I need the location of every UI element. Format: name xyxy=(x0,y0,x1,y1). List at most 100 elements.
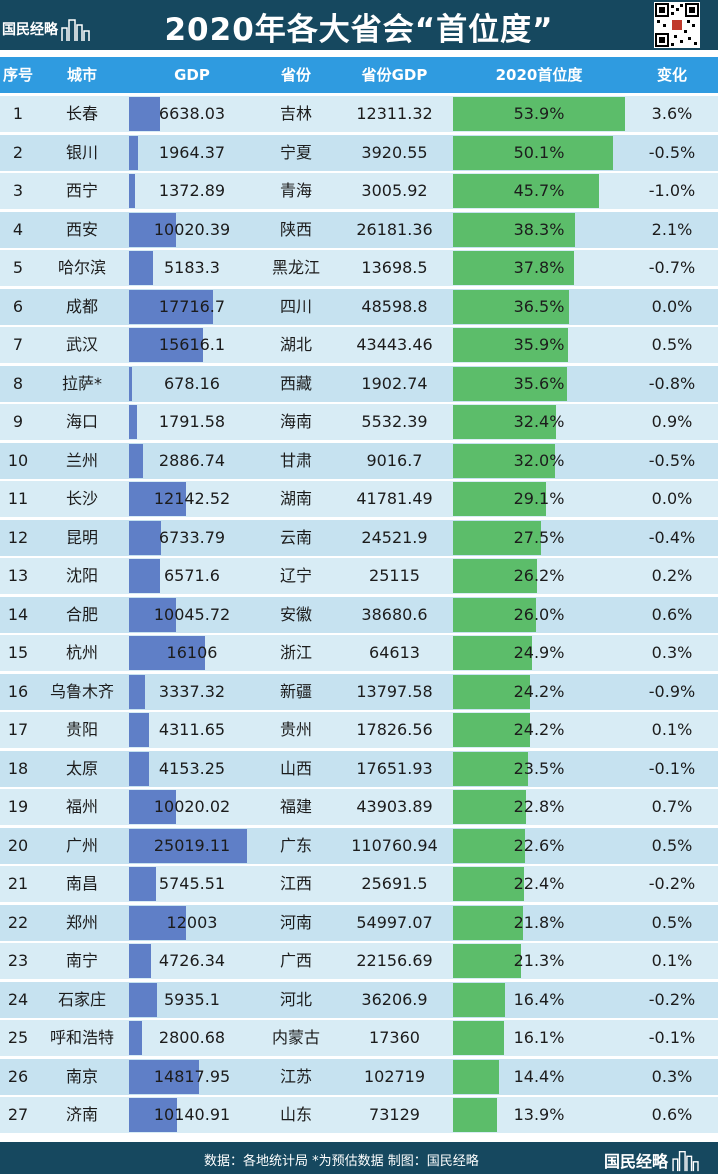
cell-rank: 15 xyxy=(7,643,29,662)
gdp-bar xyxy=(129,521,161,555)
cell-change: -0.2% xyxy=(648,990,696,1009)
cell-city: 兰州 xyxy=(65,451,98,470)
cell-change: 0.1% xyxy=(651,951,693,970)
cell-city: 福州 xyxy=(65,797,98,816)
gdp-bar xyxy=(129,174,136,208)
gdp-bar xyxy=(129,752,149,786)
table-row: 20 广州 25019.11 广东 110760.94 22.6% 0.5% xyxy=(0,828,718,864)
gdp-bar xyxy=(129,328,203,362)
cell-gdp: 678.16 xyxy=(164,374,220,393)
cell-change: 0.1% xyxy=(651,720,693,739)
cell-primacy: 26.0% xyxy=(513,605,565,624)
primacy-bar xyxy=(453,367,567,401)
cell-change: -0.2% xyxy=(648,874,696,893)
cell-primacy: 21.3% xyxy=(513,951,565,970)
cell-rank: 4 xyxy=(12,220,24,239)
cell-gdp: 5935.1 xyxy=(164,990,220,1009)
cell-change: 0.2% xyxy=(651,566,693,585)
table-row: 2 银川 1964.37 宁夏 3920.55 50.1% -0.5% xyxy=(0,135,718,171)
cell-province-gdp: 36206.9 xyxy=(361,990,428,1009)
cell-province-gdp: 73129 xyxy=(369,1105,420,1124)
cell-change: -0.9% xyxy=(648,682,696,701)
cell-province: 海南 xyxy=(279,412,312,431)
cell-rank: 23 xyxy=(7,951,29,970)
cell-province: 云南 xyxy=(279,528,312,547)
gdp-bar xyxy=(129,867,157,901)
cell-city: 郑州 xyxy=(65,913,98,932)
table-row: 7 武汉 15616.1 湖北 43443.46 35.9% 0.5% xyxy=(0,327,718,363)
cell-city: 长沙 xyxy=(65,489,98,508)
gdp-bar xyxy=(129,829,247,863)
gdp-bar xyxy=(129,405,138,439)
table-header-row: 序号 城市 GDP 省份 省份GDP 2020首位度 变化 xyxy=(0,57,718,93)
table-row: 26 南京 14817.95 江苏 102719 14.4% 0.3% xyxy=(0,1059,718,1095)
cell-gdp: 4726.34 xyxy=(158,951,226,970)
table-row: 25 呼和浩特 2800.68 内蒙古 17360 16.1% -0.1% xyxy=(0,1020,718,1056)
cell-rank: 25 xyxy=(7,1028,29,1047)
cell-change: -0.7% xyxy=(648,258,696,277)
cell-city: 合肥 xyxy=(65,605,98,624)
gdp-bar xyxy=(129,1060,199,1094)
cell-change: 0.5% xyxy=(651,913,693,932)
table-row: 6 成都 17716.7 四川 48598.8 36.5% 0.0% xyxy=(0,289,718,325)
cell-province-gdp: 41781.49 xyxy=(356,489,433,508)
primacy-bar xyxy=(453,829,526,863)
cell-province: 西藏 xyxy=(279,374,312,393)
source-note: 数据：各地统计局 *为预估数据 制图：国民经略 xyxy=(204,1154,479,1169)
cell-gdp: 5745.51 xyxy=(158,874,226,893)
primacy-bar xyxy=(453,983,506,1017)
cell-gdp: 3337.32 xyxy=(158,682,226,701)
cell-province: 黑龙江 xyxy=(271,258,320,277)
cell-province: 宁夏 xyxy=(279,143,312,162)
table-row: 24 石家庄 5935.1 河北 36206.9 16.4% -0.2% xyxy=(0,982,718,1018)
table-row: 10 兰州 2886.74 甘肃 9016.7 32.0% -0.5% xyxy=(0,443,718,479)
cell-province-gdp: 38680.6 xyxy=(361,605,428,624)
cell-change: -0.5% xyxy=(648,451,696,470)
table-row: 8 拉萨* 678.16 西藏 1902.74 35.6% -0.8% xyxy=(0,366,718,402)
cell-primacy: 16.1% xyxy=(513,1028,565,1047)
cell-province: 山西 xyxy=(279,759,312,778)
cell-province: 吉林 xyxy=(279,104,312,123)
cell-primacy: 22.8% xyxy=(513,797,565,816)
cell-city: 长春 xyxy=(65,104,98,123)
gdp-bar xyxy=(129,559,160,593)
cell-rank: 18 xyxy=(7,759,29,778)
gdp-bar xyxy=(129,636,205,670)
cell-change: 0.5% xyxy=(651,836,693,855)
primacy-bar xyxy=(453,790,526,824)
cell-change: 0.0% xyxy=(651,297,693,316)
cell-province-gdp: 102719 xyxy=(363,1067,426,1086)
cell-city: 石家庄 xyxy=(57,990,106,1009)
cell-change: 2.1% xyxy=(651,220,693,239)
cell-change: -0.4% xyxy=(648,528,696,547)
cell-rank: 1 xyxy=(12,104,24,123)
cell-gdp: 6571.6 xyxy=(164,566,220,585)
cell-change: 0.5% xyxy=(651,335,693,354)
cell-primacy: 13.9% xyxy=(513,1105,565,1124)
primacy-bar xyxy=(453,944,521,978)
cell-province: 浙江 xyxy=(279,643,312,662)
cell-primacy: 37.8% xyxy=(513,258,565,277)
cell-gdp: 10045.72 xyxy=(153,605,231,624)
header-province: 省份 xyxy=(280,66,311,84)
cell-change: -0.1% xyxy=(648,1028,696,1047)
table-row: 4 西安 10020.39 陕西 26181.36 38.3% 2.1% xyxy=(0,212,718,248)
cell-gdp: 12003 xyxy=(166,913,218,932)
cell-city: 哈尔滨 xyxy=(57,258,106,277)
cell-rank: 3 xyxy=(12,181,24,200)
cell-province: 四川 xyxy=(279,297,312,316)
cell-primacy: 16.4% xyxy=(513,990,565,1009)
gdp-bar xyxy=(129,367,133,401)
cell-gdp: 15616.1 xyxy=(158,335,226,354)
table-row: 5 哈尔滨 5183.3 黑龙江 13698.5 37.8% -0.7% xyxy=(0,250,718,286)
cell-gdp: 10020.02 xyxy=(153,797,231,816)
primacy-bar xyxy=(453,1021,505,1055)
cell-rank: 7 xyxy=(12,335,24,354)
cell-rank: 27 xyxy=(7,1105,29,1124)
gdp-bar xyxy=(129,675,145,709)
cell-rank: 21 xyxy=(7,874,29,893)
cell-change: 0.7% xyxy=(651,797,693,816)
cell-province-gdp: 25691.5 xyxy=(361,874,428,893)
cell-province: 陕西 xyxy=(279,220,312,239)
